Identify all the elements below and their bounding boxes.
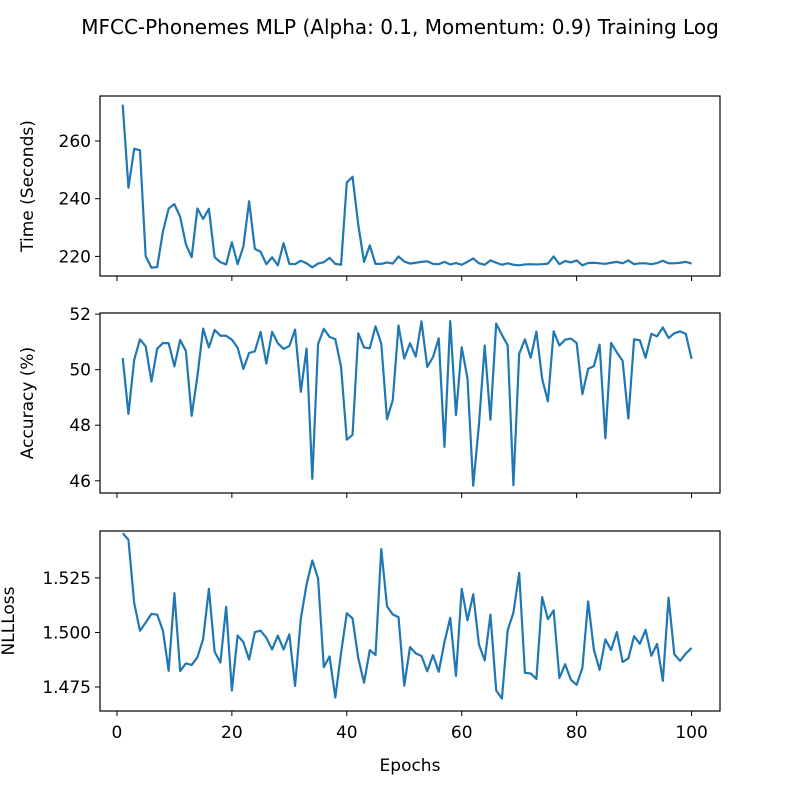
y-axis-label: NLLLoss bbox=[0, 586, 19, 655]
figure-title: MFCC-Phonemes MLP (Alpha: 0.1, Momentum:… bbox=[81, 15, 719, 39]
series-line-1-1 bbox=[121, 104, 692, 269]
y-axis-label: Time (Seconds) bbox=[18, 120, 38, 253]
y-tick-label: 1.475 bbox=[42, 678, 91, 698]
series-line-2-1 bbox=[121, 319, 693, 487]
x-tick-label: 60 bbox=[451, 723, 473, 743]
panel-2: 46 48 50 52 Accuracy (%) bbox=[18, 305, 721, 498]
x-axis-label: Epochs bbox=[380, 756, 441, 776]
panel-3: 0 20 40 60 80 100 1.475 1.500 1.525 NLLLoss Epochs bbox=[0, 530, 721, 776]
y-tick-label: 220 bbox=[59, 247, 91, 267]
axes-frame bbox=[99, 95, 721, 277]
series-line-3-1 bbox=[121, 532, 693, 700]
x-tick-label: 100 bbox=[675, 723, 707, 743]
x-tick-label: 20 bbox=[221, 723, 243, 743]
y-tick-label: 46 bbox=[69, 472, 91, 492]
panel-1: 220 240 260 Time (Seconds) bbox=[18, 95, 721, 281]
y-tick-label: 52 bbox=[69, 305, 91, 325]
y-tick-label: 260 bbox=[59, 132, 91, 152]
y-tick-label: 1.500 bbox=[42, 623, 91, 643]
axes-frame bbox=[99, 530, 721, 712]
y-axis-label: Accuracy (%) bbox=[18, 347, 38, 459]
x-tick-label: 40 bbox=[336, 723, 358, 743]
axes-frame bbox=[99, 312, 721, 494]
x-tick-label: 0 bbox=[112, 723, 123, 743]
y-tick-label: 48 bbox=[69, 416, 91, 436]
y-tick-label: 1.525 bbox=[42, 569, 91, 589]
y-tick-label: 50 bbox=[69, 361, 91, 381]
y-tick-label: 240 bbox=[59, 190, 91, 210]
x-tick-label: 80 bbox=[566, 723, 588, 743]
